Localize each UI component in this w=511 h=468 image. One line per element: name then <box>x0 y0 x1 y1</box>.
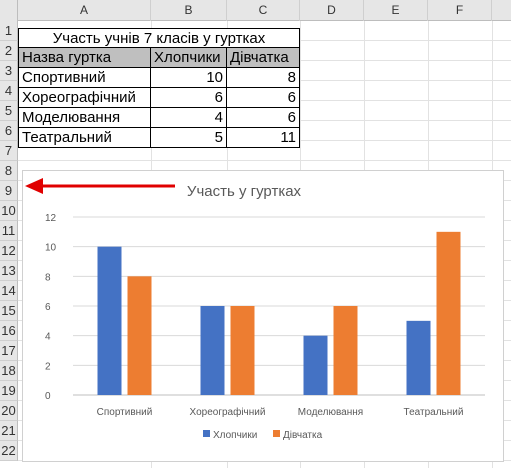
legend-swatch <box>203 430 210 437</box>
row-header-3[interactable]: 3 <box>0 61 18 81</box>
row-header-8[interactable]: 8 <box>0 161 18 181</box>
row-header-7[interactable]: 7 <box>0 141 18 161</box>
x-tick-label: Театральний <box>404 407 464 418</box>
bar-boys <box>97 246 122 395</box>
red-arrow-icon <box>25 178 175 194</box>
chart-object[interactable]: Участь у гуртках 0 2 4 6 8 10 12 Спортивний Хоре… <box>22 170 504 462</box>
row-header-15[interactable]: 15 <box>0 301 18 321</box>
y-tick-label: 12 <box>45 213 57 224</box>
row-header-11[interactable]: 11 <box>0 221 18 241</box>
y-tick-label: 6 <box>45 302 51 313</box>
bar-girls <box>230 306 255 395</box>
bar-girls <box>127 276 152 395</box>
column-header-d[interactable]: D <box>300 0 364 21</box>
row-header-21[interactable]: 21 <box>0 421 18 441</box>
header-boys-cell[interactable]: Хлопчики <box>151 48 227 68</box>
table-cell-girls[interactable]: 11 <box>227 128 300 148</box>
column-header-b[interactable]: B <box>151 0 227 21</box>
y-tick-label: 0 <box>45 391 51 402</box>
row-header-13[interactable]: 13 <box>0 261 18 281</box>
row-header-12[interactable]: 12 <box>0 241 18 261</box>
x-tick-label: Моделювання <box>298 407 363 418</box>
table-cell-girls[interactable]: 8 <box>227 68 300 88</box>
row-header-9[interactable]: 9 <box>0 181 18 201</box>
table-cell-boys[interactable]: 5 <box>151 128 227 148</box>
column-header-a[interactable]: A <box>18 0 151 21</box>
row-header-4[interactable]: 4 <box>0 81 18 101</box>
row-header-16[interactable]: 16 <box>0 321 18 341</box>
chart-title[interactable]: Участь у гуртках <box>186 183 302 200</box>
column-header-f[interactable]: F <box>428 0 492 21</box>
column-header-c[interactable]: C <box>227 0 300 21</box>
row-header-2[interactable]: 2 <box>0 41 18 61</box>
legend-label: Хлопчики <box>213 430 257 441</box>
bar-boys <box>406 320 431 395</box>
grid-line <box>18 160 511 161</box>
select-all-corner[interactable] <box>0 0 18 21</box>
row-header-20[interactable]: 20 <box>0 401 18 421</box>
table-cell-girls[interactable]: 6 <box>227 108 300 128</box>
chart-plot: 0 2 4 6 8 10 12 Спортивний Хореографічний Моделюв… <box>45 213 485 441</box>
y-tick-label: 8 <box>45 272 51 283</box>
legend-swatch <box>273 430 280 437</box>
row-header-1[interactable]: 1 <box>0 21 18 41</box>
row-header-10[interactable]: 10 <box>0 201 18 221</box>
y-tick-label: 4 <box>45 332 51 343</box>
row-header-19[interactable]: 19 <box>0 381 18 401</box>
table-cell-name[interactable]: Хореографічний <box>18 88 151 108</box>
bar-boys <box>303 335 328 395</box>
table-cell-boys[interactable]: 6 <box>151 88 227 108</box>
table-cell-boys[interactable]: 10 <box>151 68 227 88</box>
legend-label: Дівчатка <box>283 430 323 441</box>
table-cell-girls[interactable]: 6 <box>227 88 300 108</box>
header-name-cell[interactable]: Назва гуртка <box>18 48 151 68</box>
bar-girls <box>436 231 461 395</box>
table-cell-name[interactable]: Театральний <box>18 128 151 148</box>
bar-boys <box>200 306 225 395</box>
x-tick-label: Хореографічний <box>190 406 266 418</box>
table-title-cell[interactable]: Участь учнів 7 класів у гуртках <box>18 28 300 48</box>
row-header-22[interactable]: 22 <box>0 441 18 461</box>
column-header-e[interactable]: E <box>364 0 428 21</box>
table-cell-name[interactable]: Моделювання <box>18 108 151 128</box>
table-cell-name[interactable]: Спортивний <box>18 68 151 88</box>
row-header-6[interactable]: 6 <box>0 121 18 141</box>
row-header-18[interactable]: 18 <box>0 361 18 381</box>
header-girls-cell[interactable]: Дівчатка <box>227 48 300 68</box>
row-header-14[interactable]: 14 <box>0 281 18 301</box>
y-tick-label: 2 <box>45 361 51 372</box>
x-tick-label: Спортивний <box>97 407 153 418</box>
table-cell-boys[interactable]: 4 <box>151 108 227 128</box>
y-tick-label: 10 <box>45 243 57 254</box>
row-header-5[interactable]: 5 <box>0 101 18 121</box>
row-header-17[interactable]: 17 <box>0 341 18 361</box>
bar-girls <box>333 306 358 395</box>
column-header-bar <box>0 0 511 21</box>
